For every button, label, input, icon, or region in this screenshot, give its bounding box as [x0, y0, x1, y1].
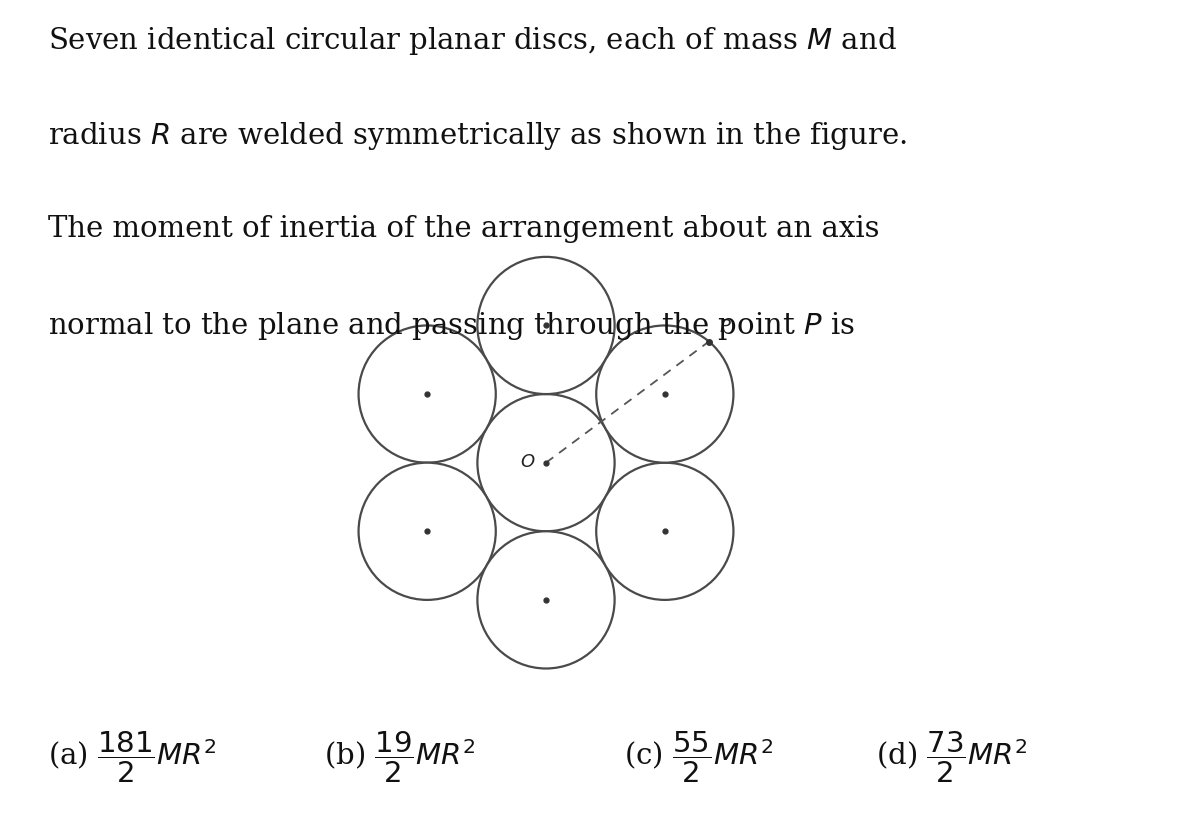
- Circle shape: [478, 394, 614, 532]
- Text: $O$: $O$: [521, 452, 535, 471]
- Circle shape: [359, 326, 496, 463]
- Text: (c) $\dfrac{55}{2}MR^2$: (c) $\dfrac{55}{2}MR^2$: [624, 729, 773, 784]
- Text: radius $\mathit{R}$ are welded symmetrically as shown in the figure.: radius $\mathit{R}$ are welded symmetric…: [48, 120, 907, 152]
- Text: (a) $\dfrac{181}{2}MR^2$: (a) $\dfrac{181}{2}MR^2$: [48, 729, 217, 784]
- Text: (d) $\dfrac{73}{2}MR^2$: (d) $\dfrac{73}{2}MR^2$: [876, 729, 1027, 784]
- Text: Seven identical circular planar discs, each of mass $\mathit{M}$ and: Seven identical circular planar discs, e…: [48, 25, 896, 57]
- Circle shape: [596, 326, 733, 463]
- Circle shape: [359, 463, 496, 600]
- Circle shape: [478, 257, 614, 394]
- Text: The moment of inertia of the arrangement about an axis: The moment of inertia of the arrangement…: [48, 215, 880, 243]
- Circle shape: [596, 463, 733, 600]
- Text: normal to the plane and passing through the point $\mathit{P}$ is: normal to the plane and passing through …: [48, 310, 854, 342]
- Circle shape: [478, 532, 614, 669]
- Text: (b) $\dfrac{19}{2}MR^2$: (b) $\dfrac{19}{2}MR^2$: [324, 729, 475, 784]
- Text: $P$: $P$: [719, 318, 732, 335]
